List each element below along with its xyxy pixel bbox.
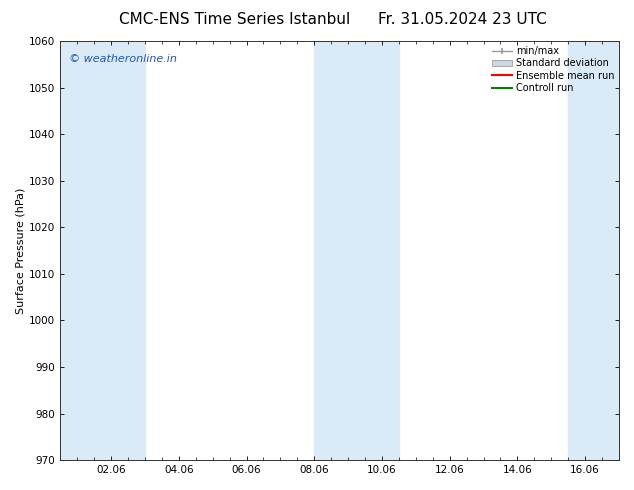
Text: Fr. 31.05.2024 23 UTC: Fr. 31.05.2024 23 UTC bbox=[378, 12, 547, 27]
Text: CMC-ENS Time Series Istanbul: CMC-ENS Time Series Istanbul bbox=[119, 12, 350, 27]
Y-axis label: Surface Pressure (hPa): Surface Pressure (hPa) bbox=[15, 187, 25, 314]
Legend: min/max, Standard deviation, Ensemble mean run, Controll run: min/max, Standard deviation, Ensemble me… bbox=[490, 44, 616, 95]
Bar bbox=[568, 41, 619, 460]
Bar bbox=[60, 41, 145, 460]
Bar bbox=[314, 41, 399, 460]
Text: © weatheronline.in: © weatheronline.in bbox=[68, 53, 176, 64]
